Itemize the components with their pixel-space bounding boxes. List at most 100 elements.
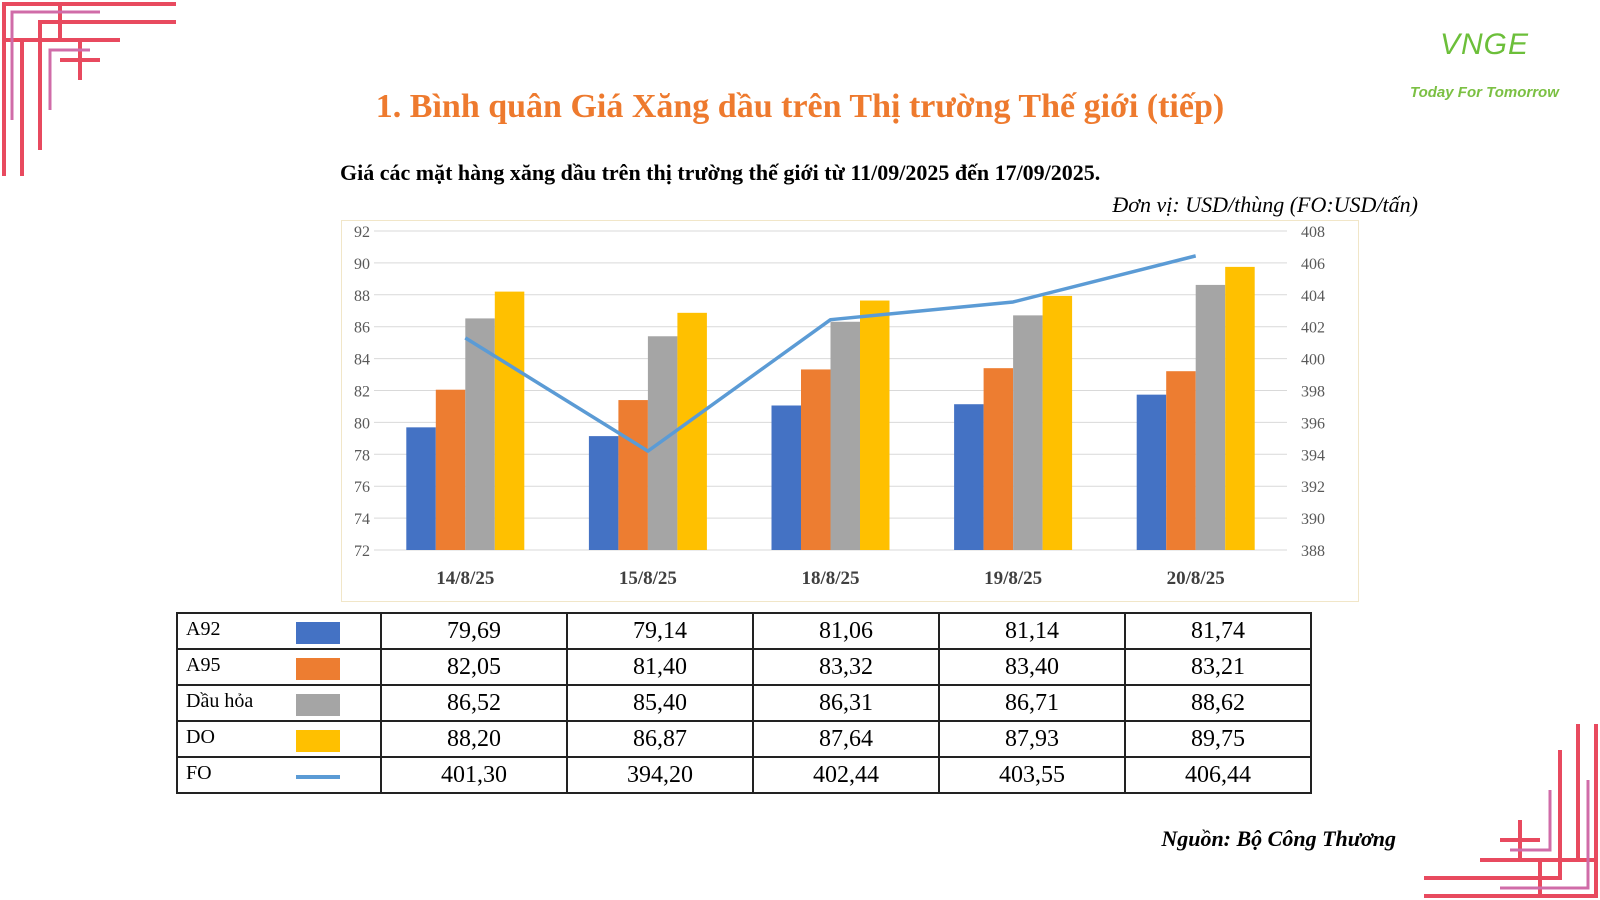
y-tick-label: 84 xyxy=(354,352,370,369)
data-cell: 85,40 xyxy=(566,684,754,722)
y2-tick-label: 392 xyxy=(1301,479,1325,496)
bar-a95 xyxy=(1166,371,1196,550)
logo-tagline: Today For Tomorrow xyxy=(1410,84,1559,101)
brand-logo: VNGE Today For Tomorrow xyxy=(1400,18,1590,108)
chart-subtitle: Giá các mặt hàng xăng dầu trên thị trườn… xyxy=(340,160,1101,185)
corner-ornament-top-left xyxy=(2,2,176,176)
data-cell: 88,62 xyxy=(1124,684,1312,722)
table-row: DO 88,20 86,87 87,64 87,93 89,75 xyxy=(176,720,1312,758)
data-cell: 86,31 xyxy=(752,684,940,722)
data-table: A92 79,69 79,14 81,06 81,14 81,74 A95 82,05 81,4… xyxy=(176,612,1312,794)
data-cell: 394,20 xyxy=(566,756,754,794)
data-cell: 81,74 xyxy=(1124,612,1312,650)
bar-do xyxy=(1042,295,1073,550)
y-tick-label: 86 xyxy=(354,320,370,337)
series-name: FO xyxy=(186,762,212,784)
y-tick-label: 74 xyxy=(354,511,370,528)
x-tick-label: 18/8/25 xyxy=(801,568,859,589)
bar-a92 xyxy=(771,405,801,550)
y2-tick-label: 394 xyxy=(1301,447,1325,464)
chart-frame: 72 74 76 78 80 82 84 86 88 90 92 388 390 392 394 396 398… xyxy=(341,220,1359,602)
data-cell: 87,93 xyxy=(938,720,1126,758)
y-tick-label: 78 xyxy=(354,447,370,464)
data-cell: 402,44 xyxy=(752,756,940,794)
bar-a92 xyxy=(588,436,619,550)
y2-tick-label: 396 xyxy=(1301,415,1325,432)
bar-a95 xyxy=(983,368,1014,550)
combo-chart: 72 74 76 78 80 82 84 86 88 90 92 388 390 392 394 396 398… xyxy=(354,224,1325,589)
source-note: Nguồn: Bộ Công Thương xyxy=(1161,826,1396,851)
data-cell: 82,05 xyxy=(380,648,568,686)
legend-key xyxy=(296,622,340,644)
data-cell: 406,44 xyxy=(1124,756,1312,794)
slide-title: 1. Bình quân Giá Xăng dầu trên Thị trườn… xyxy=(375,88,1225,125)
data-cell: 401,30 xyxy=(380,756,568,794)
series-label-cell: FO xyxy=(176,756,382,794)
series-label-cell: DO xyxy=(176,720,382,758)
legend-key xyxy=(296,658,340,680)
bar-dau_hoa xyxy=(647,336,678,550)
x-tick-label: 14/8/25 xyxy=(436,568,494,589)
series-name: A92 xyxy=(186,618,221,640)
table-row: A95 82,05 81,40 83,32 83,40 83,21 xyxy=(176,648,1312,686)
data-cell: 83,21 xyxy=(1124,648,1312,686)
y-tick-label: 88 xyxy=(354,288,370,305)
data-cell: 89,75 xyxy=(1124,720,1312,758)
bar-dau_hoa xyxy=(465,318,495,550)
data-cell: 81,06 xyxy=(752,612,940,650)
y-tick-label: 76 xyxy=(354,479,370,496)
bar-a95 xyxy=(435,389,466,550)
bar-dau_hoa xyxy=(1013,315,1043,550)
unit-note: Đơn vị: USD/thùng (FO:USD/tấn) xyxy=(1112,192,1418,217)
logo-mark: VNGE xyxy=(1440,28,1530,61)
data-cell: 79,69 xyxy=(380,612,568,650)
data-cell: 83,32 xyxy=(752,648,940,686)
x-tick-label: 19/8/25 xyxy=(984,568,1042,589)
y2-tick-label: 408 xyxy=(1301,224,1325,241)
y-tick-label: 82 xyxy=(354,384,370,401)
data-cell: 403,55 xyxy=(938,756,1126,794)
bar-do xyxy=(494,291,525,550)
data-cell: 87,64 xyxy=(752,720,940,758)
y2-tick-label: 402 xyxy=(1301,320,1325,337)
bar-a95 xyxy=(801,369,831,550)
legend-key xyxy=(296,694,340,716)
bar-a92 xyxy=(954,404,984,550)
corner-ornament-bottom-right xyxy=(1424,724,1598,898)
legend-key xyxy=(296,730,340,752)
data-cell: 86,52 xyxy=(380,684,568,722)
bar-a92 xyxy=(406,427,436,550)
y2-tick-label: 398 xyxy=(1301,384,1325,401)
x-tick-label: 20/8/25 xyxy=(1167,568,1225,589)
series-label-cell: A92 xyxy=(176,612,382,650)
series-label-cell: Dầu hỏa xyxy=(176,684,382,722)
bar-dau_hoa xyxy=(830,321,860,550)
y-tick-label: 80 xyxy=(354,415,370,432)
bar-dau_hoa xyxy=(1195,284,1226,550)
data-cell: 81,40 xyxy=(566,648,754,686)
table-row: Dầu hỏa 86,52 85,40 86,31 86,71 88,62 xyxy=(176,684,1312,722)
series-name: DO xyxy=(186,726,215,748)
series-name: Dầu hỏa xyxy=(186,690,254,712)
y-tick-label: 92 xyxy=(354,224,370,241)
y2-tick-label: 388 xyxy=(1301,543,1325,560)
data-cell: 88,20 xyxy=(380,720,568,758)
bar-do xyxy=(677,312,707,550)
y2-tick-label: 400 xyxy=(1301,352,1325,369)
y2-tick-label: 404 xyxy=(1301,288,1325,305)
y2-tick-label: 390 xyxy=(1301,511,1325,528)
data-cell: 86,87 xyxy=(566,720,754,758)
series-name: A95 xyxy=(186,654,221,676)
x-tick-label: 15/8/25 xyxy=(619,568,677,589)
bar-a92 xyxy=(1136,394,1167,550)
data-cell: 86,71 xyxy=(938,684,1126,722)
y-tick-label: 90 xyxy=(354,256,370,273)
table-row: A92 79,69 79,14 81,06 81,14 81,74 xyxy=(176,612,1312,650)
data-cell: 81,14 xyxy=(938,612,1126,650)
legend-key xyxy=(296,775,340,779)
bar-a95 xyxy=(618,400,648,550)
series-label-cell: A95 xyxy=(176,648,382,686)
y2-tick-label: 406 xyxy=(1301,256,1325,273)
data-cell: 79,14 xyxy=(566,612,754,650)
table-row: FO 401,30 394,20 402,44 403,55 406,44 xyxy=(176,756,1312,794)
